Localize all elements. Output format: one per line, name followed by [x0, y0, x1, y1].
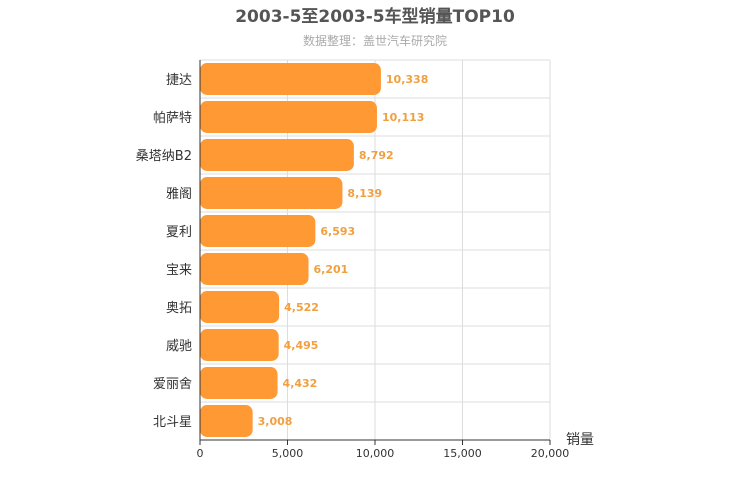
data-label: 4,522 — [284, 301, 319, 314]
data-label: 4,432 — [283, 377, 318, 390]
bar — [200, 291, 280, 323]
bar — [200, 177, 343, 209]
category-label: 宝来 — [166, 263, 192, 278]
data-label: 3,008 — [258, 415, 293, 428]
chart-subtitle: 数据整理：盖世汽车研究院 — [303, 33, 447, 48]
x-tick-label: 15,000 — [443, 447, 482, 460]
data-label: 8,792 — [359, 149, 394, 162]
data-label: 10,113 — [382, 111, 424, 124]
bar — [200, 63, 381, 95]
bar — [200, 367, 278, 399]
category-label: 雅阁 — [166, 187, 192, 202]
category-label: 夏利 — [166, 225, 192, 240]
chart-title: 2003-5至2003-5车型销量TOP10 — [235, 6, 515, 27]
x-tick-label: 10,000 — [356, 447, 395, 460]
category-label: 北斗星 — [153, 415, 192, 430]
data-label: 8,139 — [347, 187, 382, 200]
data-label: 10,338 — [386, 73, 428, 86]
bar — [200, 139, 354, 171]
category-label: 帕萨特 — [153, 111, 192, 126]
category-label: 爱丽舍 — [153, 377, 192, 392]
bar — [200, 253, 309, 285]
x-tick-label: 5,000 — [272, 447, 304, 460]
category-label: 桑塔纳B2 — [136, 149, 192, 164]
bars: 10,338 10,113 8,792 8,139 6,593 6,201 4,522 4,4… — [200, 63, 428, 437]
data-label: 4,495 — [284, 339, 319, 352]
category-label: 捷达 — [166, 73, 192, 88]
data-label: 6,593 — [320, 225, 355, 238]
category-label: 奥拓 — [166, 301, 192, 316]
bar — [200, 215, 316, 247]
category-label: 威驰 — [166, 339, 192, 354]
bar — [200, 329, 279, 361]
data-label: 6,201 — [314, 263, 349, 276]
grid — [199, 59, 551, 441]
bar — [200, 101, 377, 133]
x-tick-label: 20,000 — [531, 447, 570, 460]
bar — [200, 405, 253, 437]
x-axis-title: 销量 — [566, 432, 594, 448]
x-tick-label: 0 — [197, 447, 204, 460]
